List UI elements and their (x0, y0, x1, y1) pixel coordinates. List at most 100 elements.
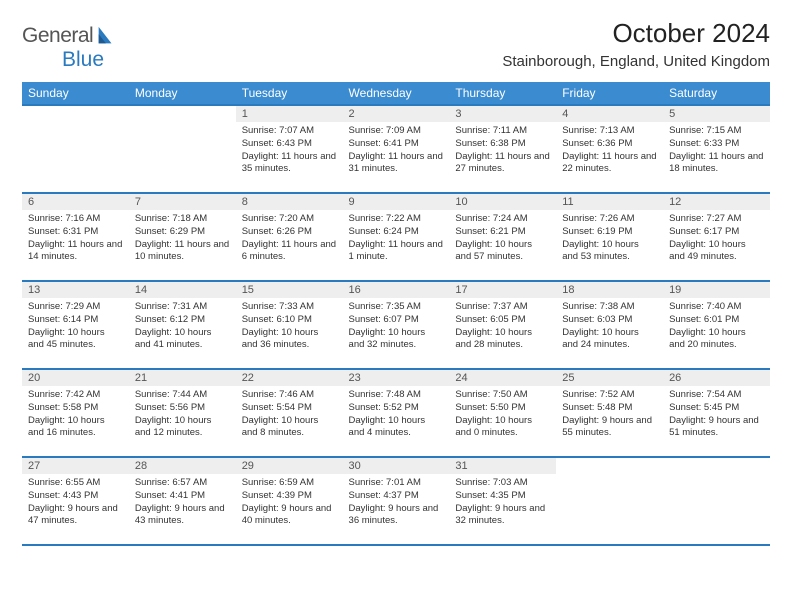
calendar-day-cell (22, 105, 129, 193)
calendar-day-cell: 26Sunrise: 7:54 AMSunset: 5:45 PMDayligh… (663, 369, 770, 457)
calendar-day-cell: 24Sunrise: 7:50 AMSunset: 5:50 PMDayligh… (449, 369, 556, 457)
logo-sail-icon (95, 25, 117, 47)
calendar-day-cell: 14Sunrise: 7:31 AMSunset: 6:12 PMDayligh… (129, 281, 236, 369)
calendar-day-cell: 9Sunrise: 7:22 AMSunset: 6:24 PMDaylight… (343, 193, 450, 281)
day-details: Sunrise: 7:22 AMSunset: 6:24 PMDaylight:… (343, 210, 450, 268)
day-details: Sunrise: 7:46 AMSunset: 5:54 PMDaylight:… (236, 386, 343, 444)
day-details: Sunrise: 7:40 AMSunset: 6:01 PMDaylight:… (663, 298, 770, 356)
calendar: Sunday Monday Tuesday Wednesday Thursday… (22, 82, 770, 546)
calendar-day-cell: 17Sunrise: 7:37 AMSunset: 6:05 PMDayligh… (449, 281, 556, 369)
calendar-day-cell: 15Sunrise: 7:33 AMSunset: 6:10 PMDayligh… (236, 281, 343, 369)
weekday-header: Thursday (449, 82, 556, 105)
calendar-day-cell: 4Sunrise: 7:13 AMSunset: 6:36 PMDaylight… (556, 105, 663, 193)
day-number: 19 (663, 282, 770, 298)
day-details: Sunrise: 6:55 AMSunset: 4:43 PMDaylight:… (22, 474, 129, 532)
logo-text-1: General (22, 24, 93, 48)
calendar-week-row: 13Sunrise: 7:29 AMSunset: 6:14 PMDayligh… (22, 281, 770, 369)
weekday-header: Friday (556, 82, 663, 105)
weekday-header: Wednesday (343, 82, 450, 105)
day-details: Sunrise: 7:48 AMSunset: 5:52 PMDaylight:… (343, 386, 450, 444)
day-number: 8 (236, 194, 343, 210)
weekday-header: Saturday (663, 82, 770, 105)
calendar-day-cell: 13Sunrise: 7:29 AMSunset: 6:14 PMDayligh… (22, 281, 129, 369)
day-details: Sunrise: 6:59 AMSunset: 4:39 PMDaylight:… (236, 474, 343, 532)
day-number: 6 (22, 194, 129, 210)
day-number: 13 (22, 282, 129, 298)
calendar-day-cell: 27Sunrise: 6:55 AMSunset: 4:43 PMDayligh… (22, 457, 129, 545)
calendar-day-cell: 5Sunrise: 7:15 AMSunset: 6:33 PMDaylight… (663, 105, 770, 193)
day-number: 7 (129, 194, 236, 210)
day-number: 30 (343, 458, 450, 474)
logo-text-2: Blue (62, 48, 770, 72)
day-details: Sunrise: 7:03 AMSunset: 4:35 PMDaylight:… (449, 474, 556, 532)
weekday-header: Tuesday (236, 82, 343, 105)
calendar-day-cell: 29Sunrise: 6:59 AMSunset: 4:39 PMDayligh… (236, 457, 343, 545)
day-number: 22 (236, 370, 343, 386)
day-number: 1 (236, 106, 343, 122)
day-number: 11 (556, 194, 663, 210)
day-number: 27 (22, 458, 129, 474)
day-number: 2 (343, 106, 450, 122)
day-details: Sunrise: 7:01 AMSunset: 4:37 PMDaylight:… (343, 474, 450, 532)
calendar-day-cell: 6Sunrise: 7:16 AMSunset: 6:31 PMDaylight… (22, 193, 129, 281)
day-number: 4 (556, 106, 663, 122)
calendar-day-cell: 1Sunrise: 7:07 AMSunset: 6:43 PMDaylight… (236, 105, 343, 193)
day-details: Sunrise: 7:33 AMSunset: 6:10 PMDaylight:… (236, 298, 343, 356)
day-number: 21 (129, 370, 236, 386)
calendar-day-cell: 23Sunrise: 7:48 AMSunset: 5:52 PMDayligh… (343, 369, 450, 457)
calendar-day-cell: 10Sunrise: 7:24 AMSunset: 6:21 PMDayligh… (449, 193, 556, 281)
day-number: 23 (343, 370, 450, 386)
day-number: 29 (236, 458, 343, 474)
calendar-day-cell: 2Sunrise: 7:09 AMSunset: 6:41 PMDaylight… (343, 105, 450, 193)
day-number: 14 (129, 282, 236, 298)
day-number: 20 (22, 370, 129, 386)
calendar-day-cell (663, 457, 770, 545)
day-details: Sunrise: 7:24 AMSunset: 6:21 PMDaylight:… (449, 210, 556, 268)
calendar-week-row: 6Sunrise: 7:16 AMSunset: 6:31 PMDaylight… (22, 193, 770, 281)
day-number: 5 (663, 106, 770, 122)
calendar-day-cell: 11Sunrise: 7:26 AMSunset: 6:19 PMDayligh… (556, 193, 663, 281)
day-number: 25 (556, 370, 663, 386)
day-details: Sunrise: 7:54 AMSunset: 5:45 PMDaylight:… (663, 386, 770, 444)
day-details: Sunrise: 7:27 AMSunset: 6:17 PMDaylight:… (663, 210, 770, 268)
calendar-day-cell (129, 105, 236, 193)
calendar-day-cell: 21Sunrise: 7:44 AMSunset: 5:56 PMDayligh… (129, 369, 236, 457)
calendar-day-cell: 7Sunrise: 7:18 AMSunset: 6:29 PMDaylight… (129, 193, 236, 281)
calendar-week-row: 20Sunrise: 7:42 AMSunset: 5:58 PMDayligh… (22, 369, 770, 457)
day-details: Sunrise: 7:26 AMSunset: 6:19 PMDaylight:… (556, 210, 663, 268)
day-details: Sunrise: 7:16 AMSunset: 6:31 PMDaylight:… (22, 210, 129, 268)
calendar-day-cell (556, 457, 663, 545)
day-number: 24 (449, 370, 556, 386)
day-details: Sunrise: 7:44 AMSunset: 5:56 PMDaylight:… (129, 386, 236, 444)
day-number: 10 (449, 194, 556, 210)
logo: General (22, 18, 119, 48)
calendar-day-cell: 3Sunrise: 7:11 AMSunset: 6:38 PMDaylight… (449, 105, 556, 193)
day-details: Sunrise: 7:11 AMSunset: 6:38 PMDaylight:… (449, 122, 556, 180)
day-details: Sunrise: 7:15 AMSunset: 6:33 PMDaylight:… (663, 122, 770, 180)
weekday-header: Monday (129, 82, 236, 105)
day-details: Sunrise: 7:07 AMSunset: 6:43 PMDaylight:… (236, 122, 343, 180)
day-number: 15 (236, 282, 343, 298)
calendar-day-cell: 28Sunrise: 6:57 AMSunset: 4:41 PMDayligh… (129, 457, 236, 545)
day-details: Sunrise: 7:42 AMSunset: 5:58 PMDaylight:… (22, 386, 129, 444)
day-number: 18 (556, 282, 663, 298)
calendar-day-cell: 25Sunrise: 7:52 AMSunset: 5:48 PMDayligh… (556, 369, 663, 457)
day-number: 3 (449, 106, 556, 122)
day-number: 28 (129, 458, 236, 474)
day-details: Sunrise: 7:52 AMSunset: 5:48 PMDaylight:… (556, 386, 663, 444)
calendar-day-cell: 19Sunrise: 7:40 AMSunset: 6:01 PMDayligh… (663, 281, 770, 369)
calendar-day-cell: 22Sunrise: 7:46 AMSunset: 5:54 PMDayligh… (236, 369, 343, 457)
day-details: Sunrise: 7:50 AMSunset: 5:50 PMDaylight:… (449, 386, 556, 444)
day-details: Sunrise: 7:18 AMSunset: 6:29 PMDaylight:… (129, 210, 236, 268)
calendar-day-cell: 8Sunrise: 7:20 AMSunset: 6:26 PMDaylight… (236, 193, 343, 281)
day-details: Sunrise: 7:29 AMSunset: 6:14 PMDaylight:… (22, 298, 129, 356)
day-details: Sunrise: 7:20 AMSunset: 6:26 PMDaylight:… (236, 210, 343, 268)
day-number: 9 (343, 194, 450, 210)
day-number: 17 (449, 282, 556, 298)
day-number: 16 (343, 282, 450, 298)
calendar-day-cell: 18Sunrise: 7:38 AMSunset: 6:03 PMDayligh… (556, 281, 663, 369)
calendar-week-row: 1Sunrise: 7:07 AMSunset: 6:43 PMDaylight… (22, 105, 770, 193)
day-details: Sunrise: 7:09 AMSunset: 6:41 PMDaylight:… (343, 122, 450, 180)
calendar-day-cell: 20Sunrise: 7:42 AMSunset: 5:58 PMDayligh… (22, 369, 129, 457)
calendar-week-row: 27Sunrise: 6:55 AMSunset: 4:43 PMDayligh… (22, 457, 770, 545)
